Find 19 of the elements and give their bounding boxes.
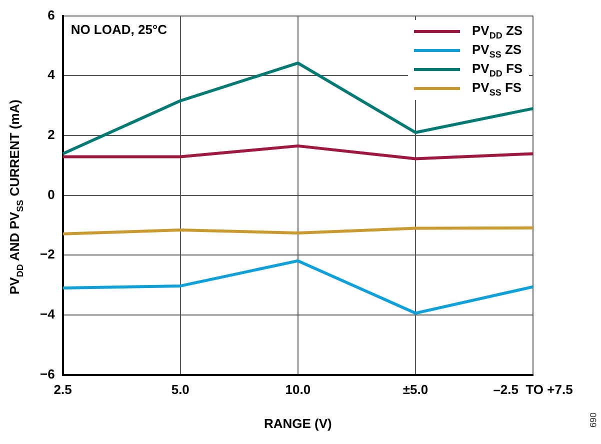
x-tick-label: –2.5 TO +7.5: [493, 382, 573, 398]
y-tick-label: −2: [40, 246, 55, 262]
y-tick-label: −4: [40, 306, 56, 322]
legend-label: PV$_{DD}$ FS: [472, 60, 523, 78]
x-tick-label: 10.0: [285, 382, 311, 398]
x-tick-label: 2.5: [54, 382, 72, 398]
y-tick-label: 2: [48, 127, 55, 142]
y-tick-label: 4: [48, 67, 56, 82]
text: 069: [588, 412, 598, 428]
y-tick-label: 0: [48, 186, 55, 202]
legend-label: PV$_{SS}$ ZS: [472, 42, 522, 60]
y-tick-label: −6: [40, 366, 55, 382]
x-tick-label: ±5.0: [402, 382, 428, 398]
legend-label: PV$_{SS}$ FS: [472, 80, 522, 98]
x-axis-title: RANGE (V): [264, 416, 332, 431]
legend-label: PV$_{DD}$ ZS: [472, 22, 523, 40]
x-tick-label: 5.0: [171, 382, 190, 398]
y-tick-label: 6: [48, 7, 55, 22]
annotation: NO LOAD, 25°C: [70, 22, 168, 37]
